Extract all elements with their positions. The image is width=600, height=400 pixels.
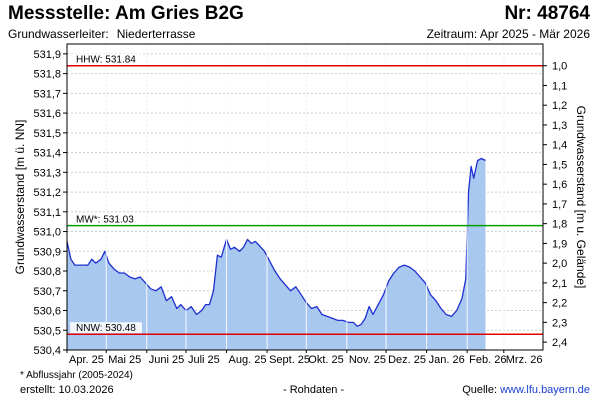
aquifer-info: Grundwasserleiter: Niederterrasse [8, 27, 195, 41]
y-tick-label: 530,8 [33, 266, 61, 278]
y-right-tick-label: 1,0 [552, 61, 567, 73]
y-tick-label: 531,2 [33, 187, 61, 199]
y-tick-label: 531,3 [33, 167, 61, 179]
y-axis-label-right: Grundwasserstand [m u. Gelände] [574, 106, 588, 289]
y-right-tick-label: 1,2 [552, 100, 567, 112]
x-tick-label: Juni 25 [149, 354, 184, 366]
reference-label-hhw: HHW: 531.84 [76, 55, 136, 66]
created-date: erstellt: 10.03.2026 [20, 384, 114, 396]
reference-label-bg-mw [70, 213, 142, 225]
series-line [66, 157, 486, 327]
x-tick-label: Okt. 25 [308, 354, 343, 366]
y-right-tick-label: 2,3 [552, 317, 567, 329]
reference-label-bg-nnw [70, 322, 142, 334]
reference-label-nnw: NNW: 530.48 [76, 323, 136, 334]
y-right-tick-label: 1,7 [552, 199, 567, 211]
y-tick-label: 530,7 [33, 286, 61, 298]
y-right-tick-label: 2,0 [552, 258, 567, 270]
y-axis-left: 530,4 530,5 530,6 530,7 530,8 530,9 531,0 531,1… [33, 49, 67, 357]
reference-label-mw: MW*: 531.03 [76, 215, 134, 226]
y-right-tick-label: 2,4 [552, 337, 567, 349]
y-right-tick-label: 2,2 [552, 298, 567, 310]
page-title: Messstelle: Am Gries B2G [8, 3, 244, 24]
y-right-tick-label: 2,1 [552, 278, 567, 290]
station-number: Nr: 48764 [504, 3, 590, 24]
y-tick-label: 530,6 [33, 306, 61, 318]
y-right-tick-label: 1,9 [552, 238, 567, 250]
reference-lines: HHW: 531.84 MW*: 531.03 NNW: 530.48 [67, 53, 543, 335]
aquifer-label: Grundwasserleiter: [8, 27, 109, 41]
y-right-tick-label: 1,1 [552, 80, 567, 92]
y-tick-label: 530,9 [33, 246, 61, 258]
x-tick-label: Mai 25 [108, 354, 141, 366]
y-axis-right: 1,0 1,1 1,2 1,3 1,4 1,5 1,6 1,7 1,8 1,9 2,0 2,1 2,2 2… [543, 61, 567, 349]
y-tick-label: 531,8 [33, 69, 61, 81]
period-label: Zeitraum: Apr 2025 - Mär 2026 [426, 27, 590, 41]
x-tick-label: Feb. 26 [469, 354, 506, 366]
y-tick-label: 530,5 [33, 325, 61, 337]
series-fill [67, 158, 486, 350]
y-tick-label: 531,6 [33, 108, 61, 120]
footnote: * Abflussjahr (2005-2024) [20, 370, 133, 381]
y-tick-label: 531,5 [33, 128, 61, 140]
month-separators [105, 45, 505, 350]
plot-frame [66, 43, 544, 351]
raw-data-note: - Rohdaten - [283, 384, 345, 396]
reference-label-bg-hhw [70, 53, 142, 65]
x-tick-label: Sept. 25 [269, 354, 310, 366]
x-tick-label: Juli 25 [188, 354, 220, 366]
x-axis: Apr. 25 Mai 25 Juni 25 Juli 25 Aug. 25 Sept. … [66, 350, 543, 366]
x-tick-label: Aug. 25 [229, 354, 267, 366]
aquifer-value: Niederterrasse [116, 27, 196, 41]
y-tick-label: 530,4 [33, 345, 61, 357]
y-tick-label: 531,9 [33, 49, 61, 61]
y-right-tick-label: 1,5 [552, 159, 567, 171]
y-tick-label: 531,0 [33, 227, 61, 239]
source: Quelle: www.lfu.bayern.de [462, 384, 590, 396]
x-tick-label: Mrz. 26 [506, 354, 543, 366]
source-label: Quelle: [462, 384, 498, 396]
y-axis-label-left: Grundwasserstand [m ü. NN] [13, 120, 27, 275]
source-link[interactable]: www.lfu.bayern.de [500, 384, 590, 396]
y-tick-label: 531,1 [33, 207, 61, 219]
series-area [66, 157, 486, 350]
y-right-tick-label: 1,3 [552, 120, 567, 132]
x-tick-label: Jan. 26 [429, 354, 465, 366]
x-tick-label: Apr. 25 [69, 354, 104, 366]
x-tick-label: Dez. 25 [388, 354, 426, 366]
y-tick-label: 531,7 [33, 88, 61, 100]
y-right-tick-label: 1,4 [552, 140, 567, 152]
y-right-tick-label: 1,8 [552, 219, 567, 231]
y-right-tick-label: 1,6 [552, 179, 567, 191]
y-tick-label: 531,4 [33, 148, 61, 160]
x-tick-label: Nov. 25 [349, 354, 386, 366]
